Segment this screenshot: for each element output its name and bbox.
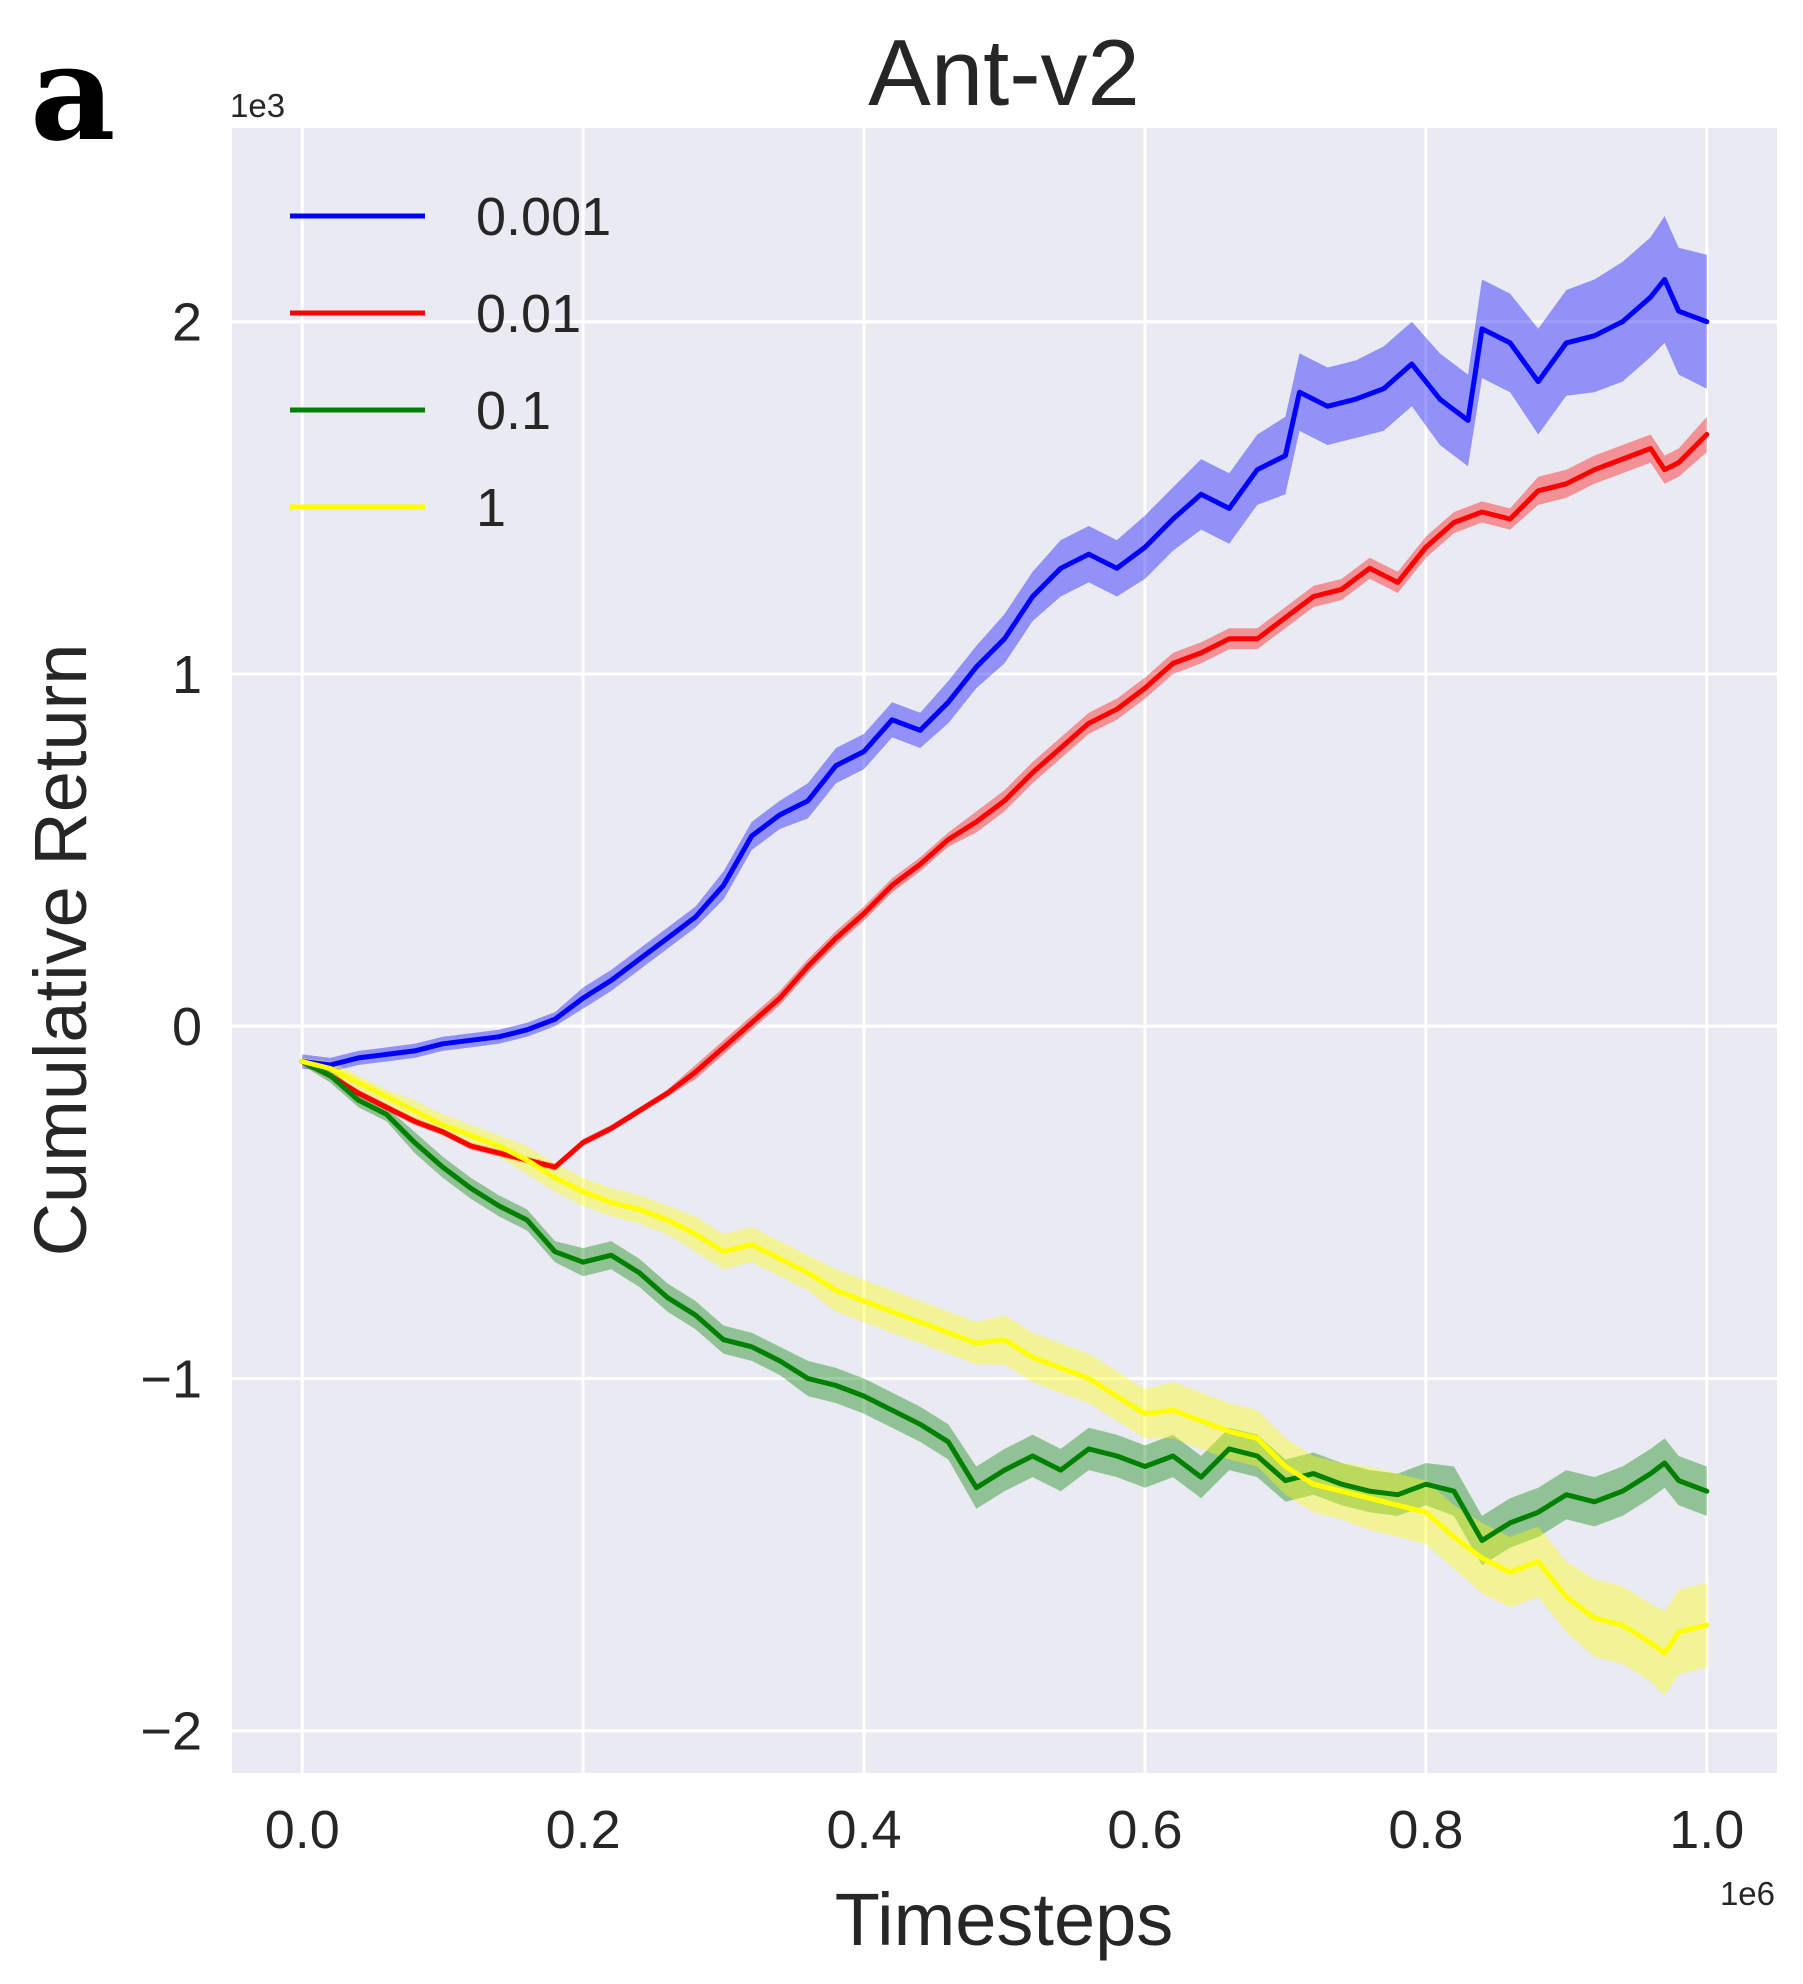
- y-tick-label: 1: [172, 645, 202, 705]
- legend-label: 0.001: [476, 187, 611, 247]
- legend-label: 1: [476, 478, 506, 538]
- band-0-001: [302, 216, 1707, 1073]
- legend-label: 0.1: [476, 381, 551, 441]
- grid: [232, 128, 1777, 1773]
- x-tick-label: 0.0: [265, 1800, 340, 1860]
- series-line-0-01: [299, 432, 1710, 1170]
- series-line-1: [299, 1059, 1710, 1656]
- band-0-01: [302, 416, 1707, 1171]
- y-axis-label: Cumulative Return: [19, 644, 102, 1257]
- chart-title: Ant-v2: [868, 20, 1140, 125]
- x-tick-label: 0.2: [546, 1800, 621, 1860]
- series-lines: [299, 277, 1710, 1656]
- y-tick-label: 0: [172, 997, 202, 1057]
- legend: 0.001 0.01 0.1 1: [290, 187, 611, 538]
- plot-background: [232, 128, 1777, 1773]
- y-tick-label: −1: [140, 1349, 202, 1409]
- y-tick-label: 2: [172, 293, 202, 353]
- band-0-1: [302, 1057, 1707, 1566]
- x-offset-label: 1e6: [1720, 1875, 1775, 1912]
- x-tick-label: 0.6: [1107, 1800, 1182, 1860]
- x-tick-label: 0.8: [1388, 1800, 1463, 1860]
- series-line-0-001: [299, 277, 1710, 1068]
- x-tick-label: 1.0: [1669, 1800, 1744, 1860]
- x-ticks: 0.0 0.2 0.4 0.6 0.8 1.0: [265, 1800, 1745, 1860]
- y-offset-label: 1e3: [230, 87, 285, 124]
- legend-label: 0.01: [476, 284, 581, 344]
- x-axis-label: Timesteps: [835, 1878, 1174, 1961]
- panel-letter: a: [30, 16, 116, 171]
- y-ticks: −2 −1 0 1 2: [140, 293, 202, 1762]
- y-tick-label: −2: [140, 1702, 202, 1762]
- x-tick-label: 0.4: [827, 1800, 902, 1860]
- series-line-0-1: [299, 1059, 1710, 1543]
